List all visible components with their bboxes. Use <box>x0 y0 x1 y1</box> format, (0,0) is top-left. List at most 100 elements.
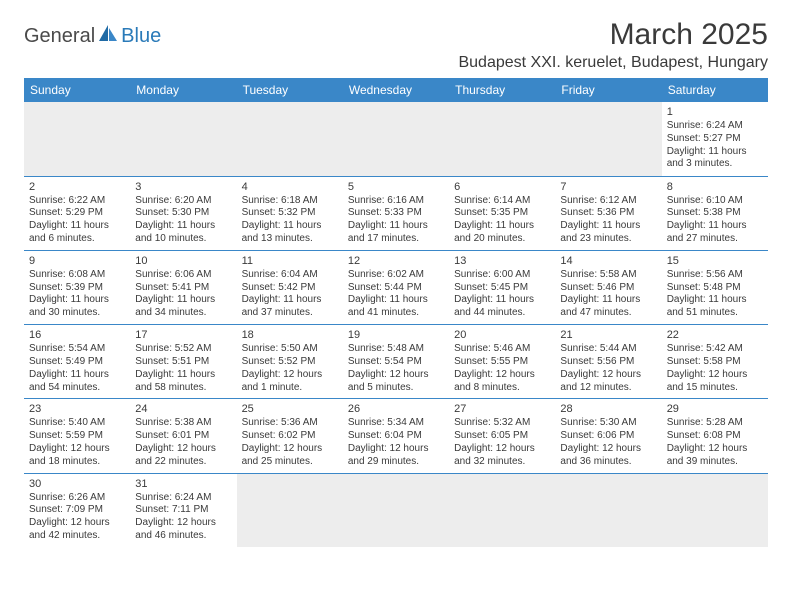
day-detail: Sunset: 6:02 PM <box>242 430 338 443</box>
day-detail: Sunrise: 5:36 AM <box>242 417 338 430</box>
calendar-cell: 22Sunrise: 5:42 AMSunset: 5:58 PMDayligh… <box>662 325 768 399</box>
calendar-cell <box>343 473 449 547</box>
calendar-cell <box>555 102 661 176</box>
day-detail: Daylight: 11 hours <box>242 294 338 307</box>
calendar-cell: 25Sunrise: 5:36 AMSunset: 6:02 PMDayligh… <box>237 399 343 473</box>
calendar-cell: 16Sunrise: 5:54 AMSunset: 5:49 PMDayligh… <box>24 325 130 399</box>
day-number: 25 <box>242 402 338 416</box>
day-number: 23 <box>29 402 125 416</box>
calendar-cell: 4Sunrise: 6:18 AMSunset: 5:32 PMDaylight… <box>237 176 343 250</box>
calendar-cell <box>130 102 236 176</box>
day-detail: and 25 minutes. <box>242 456 338 469</box>
calendar-cell <box>343 102 449 176</box>
day-number: 16 <box>29 328 125 342</box>
day-detail: and 17 minutes. <box>348 233 444 246</box>
day-header: Sunday <box>24 78 130 102</box>
day-detail: Sunset: 5:32 PM <box>242 207 338 220</box>
day-detail: Sunset: 7:09 PM <box>29 504 125 517</box>
calendar-cell: 3Sunrise: 6:20 AMSunset: 5:30 PMDaylight… <box>130 176 236 250</box>
day-detail: and 18 minutes. <box>29 456 125 469</box>
day-detail: Sunrise: 6:24 AM <box>135 492 231 505</box>
day-detail: Sunrise: 5:28 AM <box>667 417 763 430</box>
calendar-cell <box>555 473 661 547</box>
day-header: Tuesday <box>237 78 343 102</box>
day-number: 20 <box>454 328 550 342</box>
day-detail: Sunrise: 6:18 AM <box>242 195 338 208</box>
day-detail: Sunset: 5:39 PM <box>29 282 125 295</box>
day-detail: Sunset: 6:08 PM <box>667 430 763 443</box>
calendar-cell: 9Sunrise: 6:08 AMSunset: 5:39 PMDaylight… <box>24 250 130 324</box>
day-number: 4 <box>242 180 338 194</box>
day-detail: Sunset: 5:52 PM <box>242 356 338 369</box>
day-header-row: Sunday Monday Tuesday Wednesday Thursday… <box>24 78 768 102</box>
day-detail: Daylight: 11 hours <box>29 294 125 307</box>
day-detail: and 20 minutes. <box>454 233 550 246</box>
location: Budapest XXI. keruelet, Budapest, Hungar… <box>458 54 768 72</box>
day-detail: Sunset: 6:01 PM <box>135 430 231 443</box>
day-detail: Sunset: 5:27 PM <box>667 133 763 146</box>
day-detail: Sunrise: 5:56 AM <box>667 269 763 282</box>
day-number: 10 <box>135 254 231 268</box>
calendar-week: 23Sunrise: 5:40 AMSunset: 5:59 PMDayligh… <box>24 399 768 473</box>
logo: General Blue <box>24 24 161 49</box>
calendar-week: 2Sunrise: 6:22 AMSunset: 5:29 PMDaylight… <box>24 176 768 250</box>
day-number: 29 <box>667 402 763 416</box>
calendar-cell: 1Sunrise: 6:24 AMSunset: 5:27 PMDaylight… <box>662 102 768 176</box>
day-detail: Sunrise: 5:30 AM <box>560 417 656 430</box>
day-detail: Sunset: 5:51 PM <box>135 356 231 369</box>
day-detail: and 36 minutes. <box>560 456 656 469</box>
day-detail: Daylight: 11 hours <box>135 294 231 307</box>
calendar-cell: 6Sunrise: 6:14 AMSunset: 5:35 PMDaylight… <box>449 176 555 250</box>
day-detail: Daylight: 11 hours <box>29 369 125 382</box>
day-detail: Sunset: 5:59 PM <box>29 430 125 443</box>
day-detail: Daylight: 12 hours <box>454 443 550 456</box>
calendar-cell: 21Sunrise: 5:44 AMSunset: 5:56 PMDayligh… <box>555 325 661 399</box>
day-detail: Sunrise: 5:46 AM <box>454 343 550 356</box>
calendar-cell <box>24 102 130 176</box>
day-number: 19 <box>348 328 444 342</box>
day-number: 15 <box>667 254 763 268</box>
logo-text-blue: Blue <box>121 25 161 48</box>
day-detail: Sunrise: 5:44 AM <box>560 343 656 356</box>
day-detail: and 34 minutes. <box>135 307 231 320</box>
day-number: 30 <box>29 477 125 491</box>
day-number: 1 <box>667 105 763 119</box>
month-title: March 2025 <box>458 18 768 52</box>
day-detail: Daylight: 11 hours <box>242 220 338 233</box>
day-detail: Daylight: 11 hours <box>667 220 763 233</box>
calendar-cell: 15Sunrise: 5:56 AMSunset: 5:48 PMDayligh… <box>662 250 768 324</box>
day-detail: Daylight: 12 hours <box>242 369 338 382</box>
day-detail: and 39 minutes. <box>667 456 763 469</box>
day-header: Friday <box>555 78 661 102</box>
day-detail: Sunset: 6:05 PM <box>454 430 550 443</box>
day-detail: Daylight: 11 hours <box>667 146 763 159</box>
calendar-cell: 5Sunrise: 6:16 AMSunset: 5:33 PMDaylight… <box>343 176 449 250</box>
day-detail: Sunrise: 6:20 AM <box>135 195 231 208</box>
day-number: 24 <box>135 402 231 416</box>
day-detail: and 8 minutes. <box>454 382 550 395</box>
day-detail: and 15 minutes. <box>667 382 763 395</box>
day-detail: Daylight: 11 hours <box>348 294 444 307</box>
day-detail: and 42 minutes. <box>29 530 125 543</box>
day-number: 26 <box>348 402 444 416</box>
day-detail: Sunset: 5:45 PM <box>454 282 550 295</box>
day-detail: Daylight: 11 hours <box>135 369 231 382</box>
day-detail: Daylight: 12 hours <box>454 369 550 382</box>
day-detail: and 41 minutes. <box>348 307 444 320</box>
calendar-cell: 23Sunrise: 5:40 AMSunset: 5:59 PMDayligh… <box>24 399 130 473</box>
day-detail: Sunrise: 6:22 AM <box>29 195 125 208</box>
day-detail: Daylight: 11 hours <box>454 294 550 307</box>
day-number: 31 <box>135 477 231 491</box>
header: General Blue March 2025 Budapest XXI. ke… <box>24 18 768 72</box>
day-detail: Sunset: 5:44 PM <box>348 282 444 295</box>
day-detail: Sunset: 5:49 PM <box>29 356 125 369</box>
day-detail: Sunrise: 6:06 AM <box>135 269 231 282</box>
calendar-cell: 20Sunrise: 5:46 AMSunset: 5:55 PMDayligh… <box>449 325 555 399</box>
logo-text-dark: General <box>24 25 95 48</box>
calendar-cell: 14Sunrise: 5:58 AMSunset: 5:46 PMDayligh… <box>555 250 661 324</box>
day-detail: Sunset: 5:58 PM <box>667 356 763 369</box>
day-detail: Daylight: 12 hours <box>348 443 444 456</box>
day-detail: and 13 minutes. <box>242 233 338 246</box>
day-detail: and 22 minutes. <box>135 456 231 469</box>
day-header: Thursday <box>449 78 555 102</box>
